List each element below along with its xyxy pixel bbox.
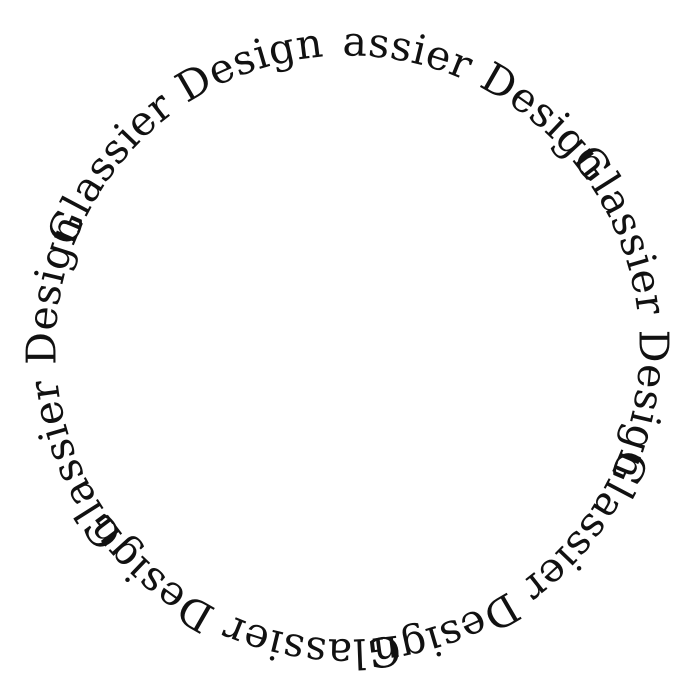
ring-phrase: Glassier Design xyxy=(563,136,678,487)
circular-text: Glassier DesignGlassier DesignGlassier D… xyxy=(0,0,678,678)
ring-phrase: Glassier Design xyxy=(38,18,326,251)
circular-text-path: Glassier DesignGlassier DesignGlassier D… xyxy=(0,0,678,678)
ring-phrase: Glassier Design xyxy=(370,443,658,677)
ring-phrase: Glassier Design xyxy=(17,207,131,558)
